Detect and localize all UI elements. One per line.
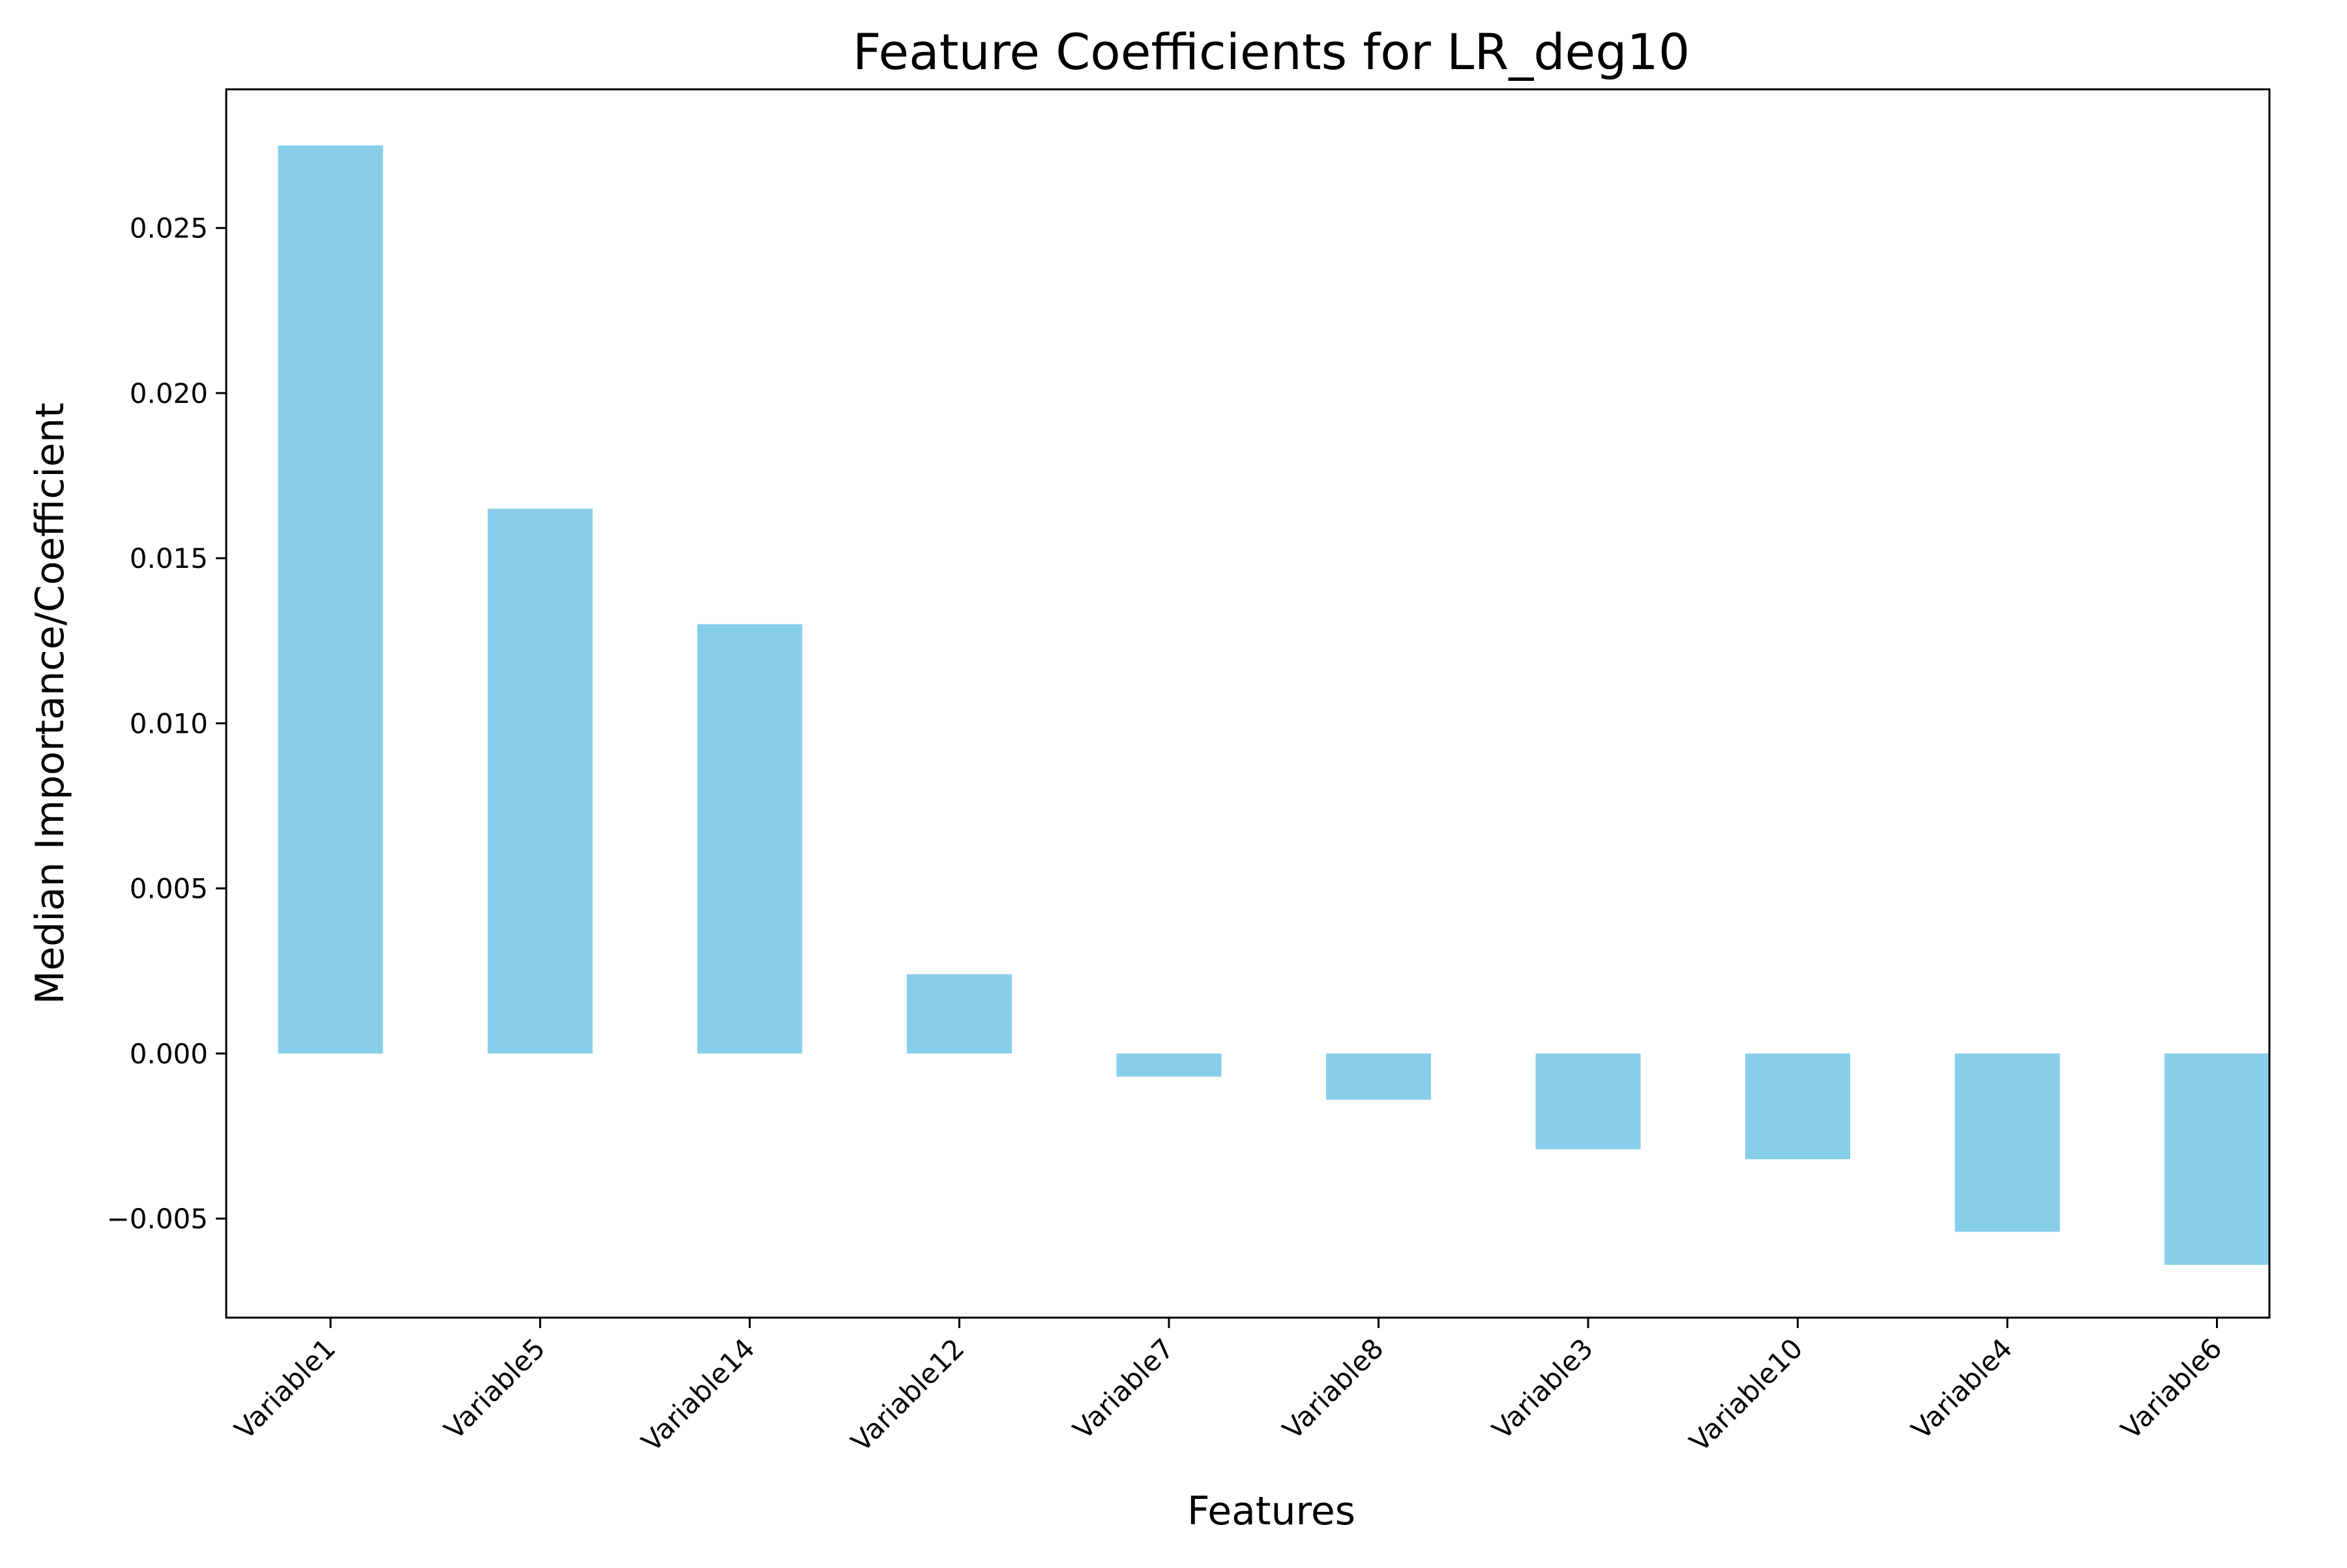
x-tick-label-variable3: Variable3: [1486, 1332, 1599, 1445]
bar-variable14: [697, 624, 803, 1054]
x-axis-ticks: Variable1 Variable5 Variable14 Variable12 Va…: [228, 1318, 2228, 1458]
bar-variable3: [1535, 1053, 1641, 1149]
y-tick-label: 0.020: [130, 377, 208, 409]
y-axis-ticks: −0.005 0.000 0.005 0.010 0.015 0.020 0.025: [107, 213, 226, 1235]
y-tick-label: 0.000: [130, 1038, 208, 1070]
y-tick-label: 0.015: [130, 542, 208, 574]
chart-title: Feature Coefficients for LR_deg10: [853, 23, 1690, 81]
x-tick-label-variable6: Variable6: [2115, 1332, 2228, 1445]
x-tick-label-variable8: Variable8: [1277, 1332, 1390, 1445]
bar-variable4: [1955, 1053, 2060, 1232]
bar-variable10: [1745, 1053, 1850, 1159]
x-tick-label-variable7: Variable7: [1067, 1332, 1180, 1445]
y-tick-label: 0.005: [130, 873, 208, 905]
y-tick-label: −0.005: [107, 1203, 208, 1235]
bar-variable6: [2164, 1053, 2269, 1265]
x-tick-label-variable1: Variable1: [228, 1332, 342, 1445]
x-tick-label-variable4: Variable4: [1905, 1332, 2018, 1445]
x-tick-label-variable10: Variable10: [1683, 1332, 1809, 1458]
y-tick-label: 0.025: [130, 213, 208, 244]
bar-variable5: [488, 509, 593, 1054]
y-axis-label: Median Importance/Coefficient: [27, 403, 73, 1005]
bars-layer: [278, 145, 2269, 1265]
y-tick-label: 0.010: [130, 707, 208, 739]
x-tick-label-variable12: Variable12: [845, 1332, 971, 1458]
x-tick-label-variable14: Variable14: [635, 1332, 761, 1458]
plot-area-frame: [225, 88, 2271, 1319]
x-axis-label: Features: [1187, 1488, 1355, 1534]
x-tick-label-variable5: Variable5: [438, 1332, 552, 1445]
bar-variable1: [278, 145, 383, 1054]
bar-variable7: [1116, 1053, 1222, 1077]
bar-variable8: [1326, 1053, 1431, 1100]
bar-variable12: [907, 974, 1012, 1054]
